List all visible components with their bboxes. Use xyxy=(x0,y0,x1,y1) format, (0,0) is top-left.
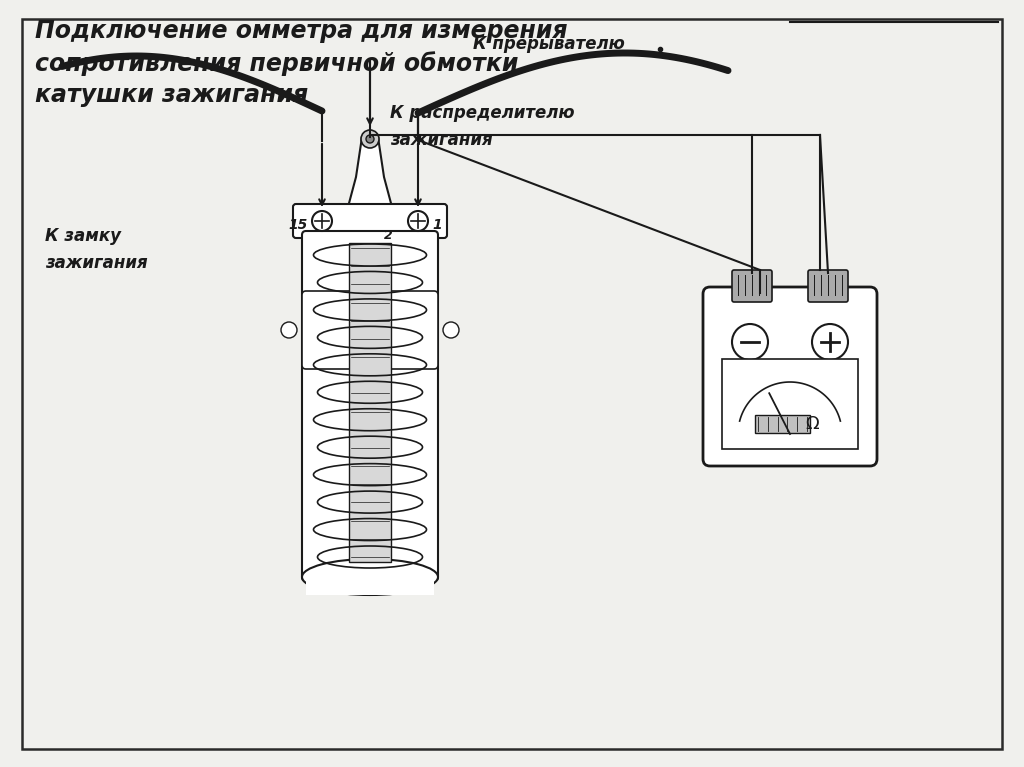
Text: катушки зажигания: катушки зажигания xyxy=(35,83,308,107)
Bar xyxy=(755,415,810,433)
Text: Подключение омметра для измерения: Подключение омметра для измерения xyxy=(35,19,567,43)
FancyBboxPatch shape xyxy=(302,231,438,581)
FancyBboxPatch shape xyxy=(703,287,877,466)
FancyBboxPatch shape xyxy=(302,291,360,369)
Circle shape xyxy=(443,322,459,338)
FancyBboxPatch shape xyxy=(293,204,447,238)
Text: 2: 2 xyxy=(384,229,393,242)
FancyBboxPatch shape xyxy=(380,291,438,369)
Text: зажигания: зажигания xyxy=(390,131,493,149)
Ellipse shape xyxy=(302,559,438,595)
FancyBboxPatch shape xyxy=(732,270,772,302)
FancyBboxPatch shape xyxy=(808,270,848,302)
Text: Ω: Ω xyxy=(805,415,819,433)
Text: К распределителю: К распределителю xyxy=(390,104,574,122)
Circle shape xyxy=(361,130,379,148)
Circle shape xyxy=(312,211,332,231)
Bar xyxy=(722,359,858,449)
Text: 15: 15 xyxy=(289,218,308,232)
Text: К замку: К замку xyxy=(45,227,121,245)
Circle shape xyxy=(408,211,428,231)
Text: К прерывателю: К прерывателю xyxy=(473,35,625,53)
Polygon shape xyxy=(348,137,392,207)
Text: 1: 1 xyxy=(432,218,441,232)
Circle shape xyxy=(366,135,374,143)
Circle shape xyxy=(281,322,297,338)
Bar xyxy=(306,575,434,595)
Text: сопротивления первичной обмотки: сопротивления первичной обмотки xyxy=(35,51,518,76)
Text: зажигания: зажигания xyxy=(45,254,147,272)
Bar xyxy=(349,243,391,562)
